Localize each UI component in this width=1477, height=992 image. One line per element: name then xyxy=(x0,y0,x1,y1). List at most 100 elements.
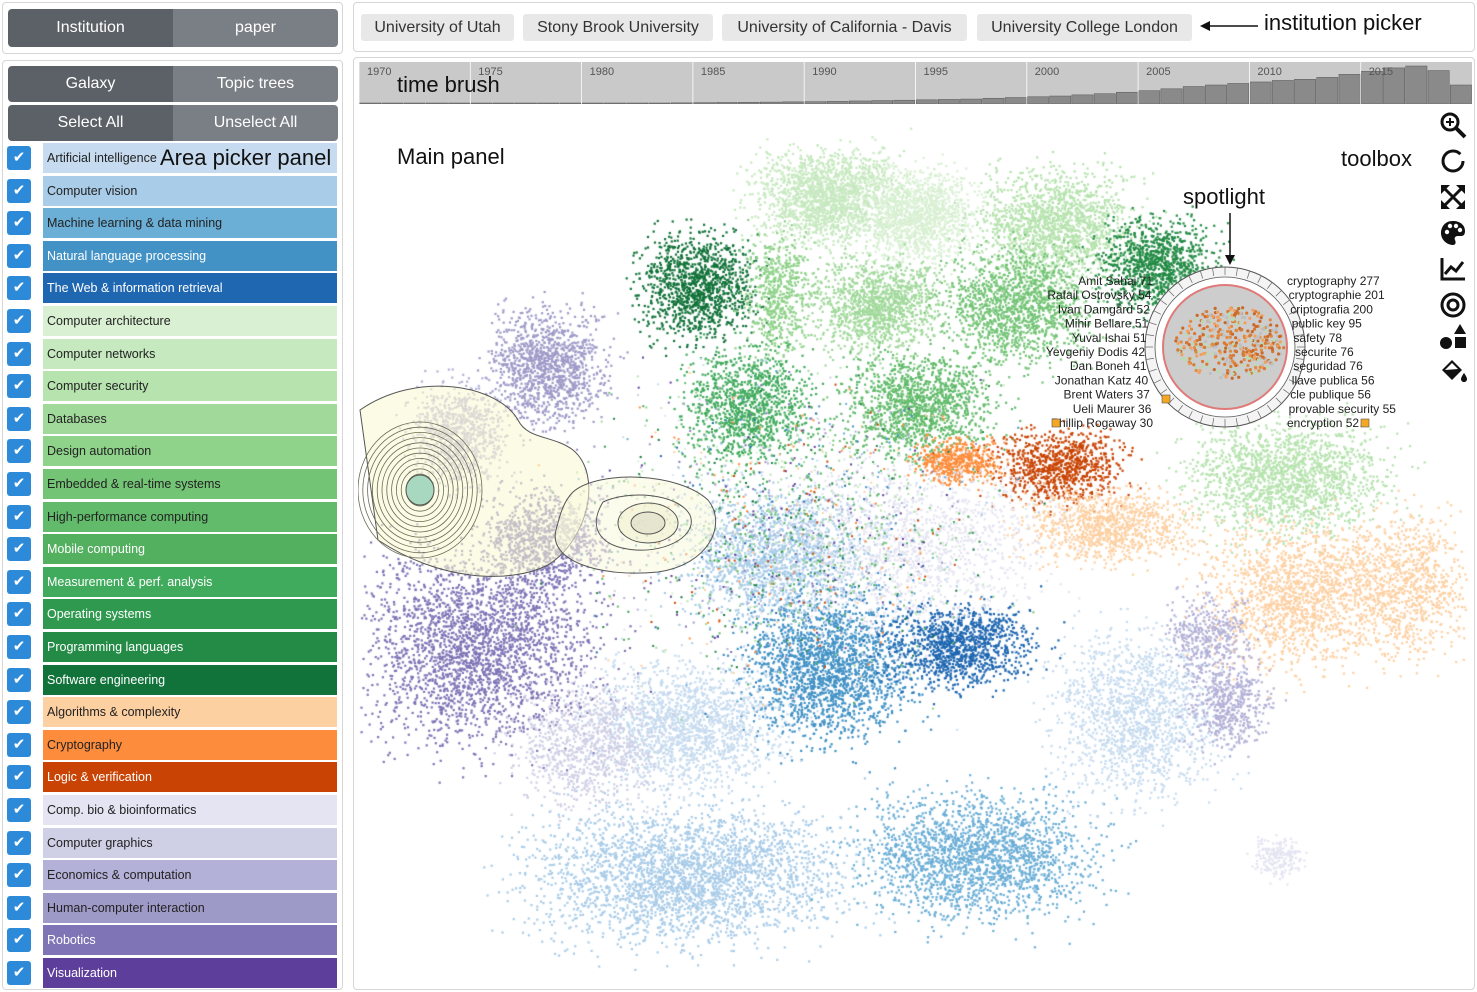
area-label[interactable]: Design automation xyxy=(43,436,337,467)
target-icon[interactable] xyxy=(1438,290,1468,320)
spotlight-keyword-label[interactable]: criptografia 200 xyxy=(1290,302,1373,316)
area-item[interactable]: ✔ Software engineering xyxy=(7,664,337,695)
area-item[interactable]: ✔ Computer vision xyxy=(7,175,337,206)
spotlight-keyword-label[interactable]: public key 95 xyxy=(1292,317,1362,331)
paper-tab[interactable]: paper xyxy=(173,9,338,47)
area-item[interactable]: ✔ Design automation xyxy=(7,436,337,467)
area-checkbox[interactable]: ✔ xyxy=(7,863,31,888)
area-label[interactable]: Measurement & perf. analysis xyxy=(43,566,337,597)
area-item[interactable]: ✔ High-performance computing xyxy=(7,501,337,532)
area-label[interactable]: Programming languages xyxy=(43,632,337,662)
area-checkbox[interactable]: ✔ xyxy=(7,602,31,627)
institution-button-stony-brook[interactable]: Stony Brook University xyxy=(523,14,713,41)
area-checkbox[interactable]: ✔ xyxy=(7,309,31,333)
area-checkbox[interactable]: ✔ xyxy=(7,243,31,268)
area-checkbox[interactable]: ✔ xyxy=(7,961,31,985)
area-label[interactable]: Computer vision xyxy=(43,175,337,206)
spotlight-author-label[interactable]: Yevgeniy Dodis 42 xyxy=(1046,345,1145,359)
select-all-button[interactable]: Select All xyxy=(8,105,173,141)
area-label[interactable]: Algorithms & complexity xyxy=(43,697,337,728)
area-item[interactable]: ✔ Operating systems xyxy=(7,599,337,630)
area-label[interactable]: Computer networks xyxy=(43,338,337,369)
area-label[interactable]: Embedded & real-time systems xyxy=(43,469,337,499)
spotlight-author-label[interactable]: Rafail Ostrovsky 54 xyxy=(1047,288,1151,302)
area-checkbox[interactable]: ✔ xyxy=(7,569,31,594)
area-item[interactable]: ✔ Cryptography xyxy=(7,729,337,760)
area-checkbox[interactable]: ✔ xyxy=(7,895,31,920)
topic-trees-tab[interactable]: Topic trees xyxy=(173,66,338,102)
area-checkbox[interactable]: ✔ xyxy=(7,765,31,790)
area-label[interactable]: High-performance computing xyxy=(43,501,337,532)
area-checkbox[interactable]: ✔ xyxy=(7,504,31,529)
area-item[interactable]: ✔ Human-computer interaction xyxy=(7,892,337,923)
expand-icon[interactable] xyxy=(1438,182,1468,212)
area-checkbox[interactable]: ✔ xyxy=(7,178,31,203)
spotlight-author-label[interactable]: Ivan Damgård 52 xyxy=(1058,302,1150,316)
paint-bucket-icon[interactable] xyxy=(1438,356,1468,386)
area-checkbox[interactable]: ✔ xyxy=(7,211,31,236)
area-checkbox[interactable]: ✔ xyxy=(7,472,31,496)
spotlight-keyword-label[interactable]: provable security 55 xyxy=(1289,402,1397,416)
area-label[interactable]: Cryptography xyxy=(43,729,337,760)
zoom-in-icon[interactable] xyxy=(1438,110,1468,140)
area-item[interactable]: ✔ Measurement & perf. analysis xyxy=(7,566,337,597)
spotlight-keyword-label[interactable]: seguridad 76 xyxy=(1293,359,1363,373)
spotlight-keyword-label[interactable]: encryption 52 xyxy=(1287,416,1359,430)
area-label[interactable]: Databases xyxy=(43,403,337,434)
spotlight-keyword-label[interactable]: cryptography 277 xyxy=(1287,274,1380,288)
area-item[interactable]: ✔ Computer graphics xyxy=(7,827,337,858)
area-checkbox[interactable]: ✔ xyxy=(7,537,31,562)
area-checkbox[interactable]: ✔ xyxy=(7,928,31,953)
institution-button-uc-davis[interactable]: University of California - Davis xyxy=(722,14,967,41)
area-checkbox[interactable]: ✔ xyxy=(7,276,31,301)
spotlight-author-label[interactable]: Phillip Rogaway 30 xyxy=(1051,416,1153,430)
area-item[interactable]: ✔ Mobile computing xyxy=(7,534,337,565)
area-label[interactable]: Robotics xyxy=(43,925,337,956)
shapes-icon[interactable] xyxy=(1438,322,1468,352)
area-label[interactable]: Human-computer interaction xyxy=(43,892,337,923)
area-checkbox[interactable]: ✔ xyxy=(7,635,31,659)
area-checkbox[interactable]: ✔ xyxy=(7,830,31,855)
area-item[interactable]: ✔ Machine learning & data mining xyxy=(7,208,337,239)
spotlight-keyword-label[interactable]: llave publica 56 xyxy=(1292,373,1375,387)
area-label[interactable]: Computer architecture xyxy=(43,306,337,336)
spotlight-keyword-label[interactable]: securite 76 xyxy=(1295,345,1354,359)
galaxy-tab[interactable]: Galaxy xyxy=(8,66,173,102)
area-checkbox[interactable]: ✔ xyxy=(7,439,31,464)
spotlight-keyword-label[interactable]: cle publique 56 xyxy=(1290,388,1371,402)
area-item[interactable]: ✔ Economics & computation xyxy=(7,860,337,891)
area-checkbox[interactable]: ✔ xyxy=(7,798,31,822)
area-checkbox[interactable]: ✔ xyxy=(7,146,31,170)
area-item[interactable]: ✔ Comp. bio & bioinformatics xyxy=(7,795,337,825)
unselect-all-button[interactable]: Unselect All xyxy=(173,105,338,141)
area-item[interactable]: ✔ Logic & verification xyxy=(7,762,337,793)
spotlight-author-label[interactable]: Ueli Maurer 36 xyxy=(1073,402,1152,416)
area-item[interactable]: ✔ Computer security xyxy=(7,371,337,402)
palette-icon[interactable] xyxy=(1438,218,1468,248)
area-item[interactable]: ✔ Artificial intelligence xyxy=(7,143,337,173)
area-checkbox[interactable]: ✔ xyxy=(7,732,31,757)
spotlight-keyword-label[interactable]: safety 78 xyxy=(1293,331,1342,345)
institution-button-utah[interactable]: University of Utah xyxy=(361,14,514,41)
area-label[interactable]: Economics & computation xyxy=(43,860,337,891)
area-label[interactable]: Computer graphics xyxy=(43,827,337,858)
spotlight-author-label[interactable]: Yuval Ishai 51 xyxy=(1072,331,1147,345)
area-item[interactable]: ✔ The Web & information retrieval xyxy=(7,273,337,304)
area-label[interactable]: Logic & verification xyxy=(43,762,337,793)
area-checkbox[interactable]: ✔ xyxy=(7,667,31,692)
area-checkbox[interactable]: ✔ xyxy=(7,341,31,366)
spotlight-keyword-label[interactable]: cryptographie 201 xyxy=(1289,288,1385,302)
line-chart-icon[interactable] xyxy=(1438,254,1468,284)
area-label[interactable]: Software engineering xyxy=(43,664,337,695)
area-label[interactable]: Operating systems xyxy=(43,599,337,630)
spotlight-author-label[interactable]: Mihir Bellare 51 xyxy=(1065,317,1149,331)
lasso-icon[interactable] xyxy=(1438,146,1468,176)
area-label[interactable]: Natural language processing xyxy=(43,240,337,271)
area-item[interactable]: ✔ Programming languages xyxy=(7,632,337,662)
area-label[interactable]: Visualization xyxy=(43,958,337,988)
area-item[interactable]: ✔ Computer networks xyxy=(7,338,337,369)
spotlight-author-label[interactable]: Jonathan Katz 40 xyxy=(1055,373,1149,387)
spotlight-author-label[interactable]: Dan Boneh 41 xyxy=(1070,359,1147,373)
area-checkbox[interactable]: ✔ xyxy=(7,700,31,725)
area-item[interactable]: ✔ Robotics xyxy=(7,925,337,956)
